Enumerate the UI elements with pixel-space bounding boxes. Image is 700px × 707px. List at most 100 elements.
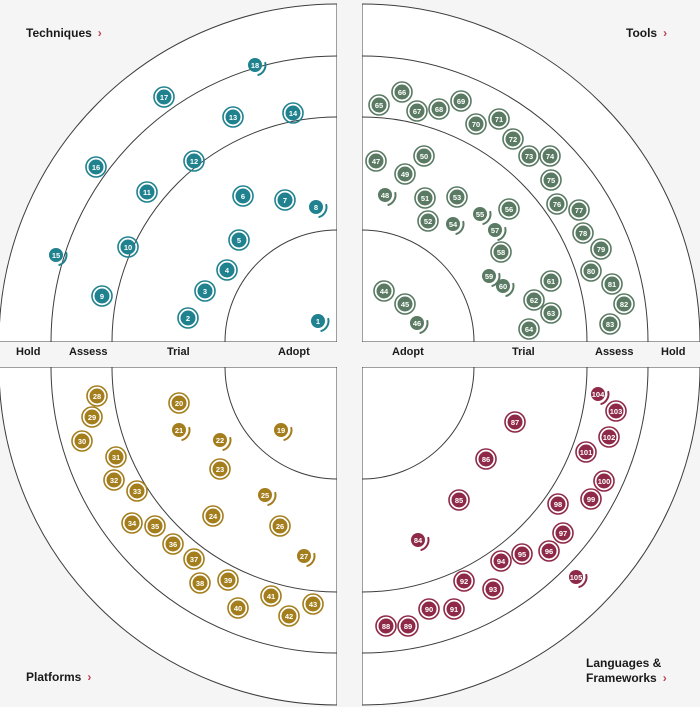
blip-38[interactable]: 38 (189, 572, 211, 594)
blip-64[interactable]: 64 (518, 318, 540, 340)
blip-29[interactable]: 29 (81, 406, 103, 428)
blip-103[interactable]: 103 (605, 400, 627, 422)
blip-2[interactable]: 2 (177, 307, 199, 329)
blip-63[interactable]: 63 (540, 302, 562, 324)
blip-51[interactable]: 51 (414, 187, 436, 209)
blip-83[interactable]: 83 (599, 313, 621, 335)
blip-78[interactable]: 78 (572, 222, 594, 244)
blip-34[interactable]: 34 (121, 512, 143, 534)
blip-72[interactable]: 72 (502, 128, 524, 150)
blip-89[interactable]: 89 (397, 615, 419, 637)
blip-75[interactable]: 75 (540, 169, 562, 191)
blip-95[interactable]: 95 (511, 543, 533, 565)
blip-20[interactable]: 20 (168, 392, 190, 414)
blip-48[interactable]: 48 (378, 188, 397, 206)
blip-82[interactable]: 82 (613, 293, 635, 315)
blip-32[interactable]: 32 (103, 469, 125, 491)
blip-8[interactable]: 8 (309, 200, 328, 218)
blip-10[interactable]: 10 (117, 236, 139, 258)
blip-90[interactable]: 90 (418, 598, 440, 620)
blip-18[interactable]: 18 (248, 58, 267, 76)
blip-47[interactable]: 47 (365, 150, 387, 172)
blip-42[interactable]: 42 (278, 605, 300, 627)
blip-24[interactable]: 24 (202, 505, 224, 527)
blip-30[interactable]: 30 (71, 430, 93, 452)
blip-37[interactable]: 37 (183, 548, 205, 570)
blip-68[interactable]: 68 (428, 98, 450, 120)
blip-12[interactable]: 12 (183, 150, 205, 172)
blip-74[interactable]: 74 (539, 145, 561, 167)
blip-50[interactable]: 50 (413, 145, 435, 167)
blip-43[interactable]: 43 (302, 593, 324, 615)
blip-98[interactable]: 98 (547, 493, 569, 515)
blip-96[interactable]: 96 (538, 540, 560, 562)
blip-27[interactable]: 27 (297, 549, 316, 567)
blip-81[interactable]: 81 (601, 273, 623, 295)
blip-79[interactable]: 79 (590, 238, 612, 260)
blip-46[interactable]: 46 (410, 316, 429, 334)
languages-frameworks-quadrant-link[interactable]: Languages & Frameworks › (586, 656, 667, 686)
blip-49[interactable]: 49 (394, 163, 416, 185)
blip-67[interactable]: 67 (406, 100, 428, 122)
blip-100[interactable]: 100 (593, 470, 615, 492)
blip-101[interactable]: 101 (575, 441, 597, 463)
blip-4[interactable]: 4 (216, 259, 238, 281)
blip-41[interactable]: 41 (260, 585, 282, 607)
blip-104[interactable]: 104 (591, 387, 610, 405)
blip-87[interactable]: 87 (504, 411, 526, 433)
blip-91[interactable]: 91 (443, 598, 465, 620)
blip-14[interactable]: 14 (282, 102, 304, 124)
blip-88[interactable]: 88 (375, 615, 397, 637)
blip-1[interactable]: 1 (311, 314, 330, 332)
blip-39[interactable]: 39 (217, 569, 239, 591)
blip-102[interactable]: 102 (598, 426, 620, 448)
blip-73[interactable]: 73 (518, 145, 540, 167)
blip-3[interactable]: 3 (194, 280, 216, 302)
blip-94[interactable]: 94 (490, 550, 512, 572)
techniques-quadrant-link[interactable]: Techniques › (26, 26, 102, 41)
blip-80[interactable]: 80 (580, 260, 602, 282)
blip-57[interactable]: 57 (488, 223, 507, 241)
blip-65[interactable]: 65 (368, 94, 390, 116)
blip-31[interactable]: 31 (105, 446, 127, 468)
blip-84[interactable]: 84 (411, 533, 430, 551)
blip-16[interactable]: 16 (85, 156, 107, 178)
blip-11[interactable]: 11 (136, 181, 158, 203)
blip-17[interactable]: 17 (153, 86, 175, 108)
blip-28[interactable]: 28 (86, 385, 108, 407)
blip-7[interactable]: 7 (274, 189, 296, 211)
blip-13[interactable]: 13 (222, 106, 244, 128)
blip-5[interactable]: 5 (228, 229, 250, 251)
blip-45[interactable]: 45 (394, 293, 416, 315)
blip-76[interactable]: 76 (546, 193, 568, 215)
blip-60[interactable]: 60 (496, 279, 515, 297)
blip-71[interactable]: 71 (488, 108, 510, 130)
blip-26[interactable]: 26 (269, 515, 291, 537)
blip-92[interactable]: 92 (453, 570, 475, 592)
blip-22[interactable]: 22 (213, 433, 232, 451)
blip-70[interactable]: 70 (465, 113, 487, 135)
blip-86[interactable]: 86 (475, 448, 497, 470)
blip-9[interactable]: 9 (91, 285, 113, 307)
blip-33[interactable]: 33 (126, 480, 148, 502)
blip-54[interactable]: 54 (446, 217, 465, 235)
blip-85[interactable]: 85 (448, 489, 470, 511)
blip-77[interactable]: 77 (568, 199, 590, 221)
blip-21[interactable]: 21 (172, 423, 191, 441)
blip-58[interactable]: 58 (490, 241, 512, 263)
blip-25[interactable]: 25 (258, 488, 277, 506)
blip-36[interactable]: 36 (162, 533, 184, 555)
blip-56[interactable]: 56 (498, 198, 520, 220)
blip-55[interactable]: 55 (473, 207, 492, 225)
blip-99[interactable]: 99 (580, 488, 602, 510)
blip-6[interactable]: 6 (232, 185, 254, 207)
blip-62[interactable]: 62 (523, 289, 545, 311)
blip-66[interactable]: 66 (391, 81, 413, 103)
blip-61[interactable]: 61 (540, 270, 562, 292)
blip-105[interactable]: 105 (569, 570, 588, 588)
blip-52[interactable]: 52 (417, 210, 439, 232)
blip-69[interactable]: 69 (450, 90, 472, 112)
blip-35[interactable]: 35 (144, 515, 166, 537)
blip-53[interactable]: 53 (446, 186, 468, 208)
platforms-quadrant-link[interactable]: Platforms › (26, 670, 91, 685)
